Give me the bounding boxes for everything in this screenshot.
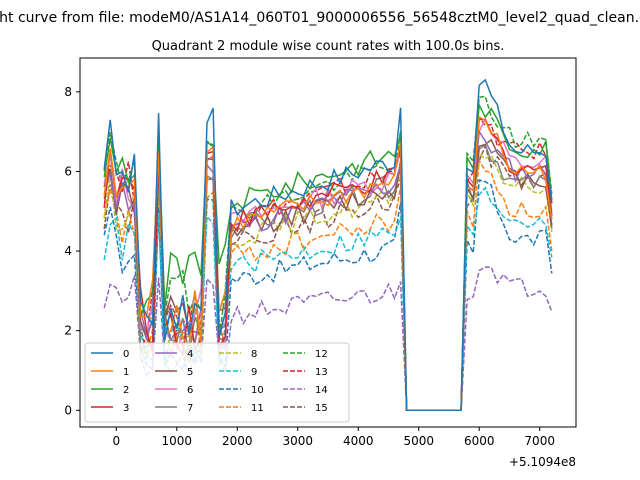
x-axis: 0 1000 2000 3000 4000 5000 6000 7000	[112, 427, 555, 448]
legend-label-2: 2	[123, 385, 129, 396]
x-tick-label: 0	[112, 434, 120, 448]
x-tick-label: 4000	[343, 434, 374, 448]
legend-label-9: 9	[251, 367, 257, 378]
x-tick-label: 7000	[524, 434, 555, 448]
y-tick-label: 4	[64, 244, 72, 258]
legend-label-15: 15	[315, 403, 328, 414]
legend-label-10: 10	[251, 385, 264, 396]
y-tick-label: 6	[64, 164, 72, 178]
series-line-11	[103, 158, 553, 412]
x-offset-label: +5.1094e8	[509, 455, 576, 469]
y-tick-label: 0	[64, 403, 72, 417]
series-line-0	[103, 78, 553, 412]
legend-label-13: 13	[315, 367, 328, 378]
y-axis: 0 2 4 6 8	[64, 85, 80, 417]
legend-label-8: 8	[251, 349, 257, 360]
series-line-2	[103, 102, 553, 412]
legend-label-12: 12	[315, 349, 328, 360]
plot-lines	[103, 78, 553, 412]
legend-box	[84, 342, 350, 423]
legend-label-5: 5	[187, 367, 193, 378]
x-tick-label: 3000	[282, 434, 313, 448]
legend-label-4: 4	[187, 349, 193, 360]
x-tick-label: 6000	[464, 434, 495, 448]
series-line-9	[103, 186, 553, 412]
legend-label-1: 1	[123, 367, 129, 378]
series-line-4	[104, 129, 553, 412]
figure-suptitle: Light curve from file: modeM0/AS1A14_060…	[0, 10, 640, 26]
legend-label-6: 6	[187, 385, 193, 396]
x-tick-label: 5000	[403, 434, 434, 448]
legend-label-14: 14	[315, 385, 328, 396]
chart-title: Quadrant 2 module wise count rates with …	[152, 39, 505, 54]
axes-frame	[79, 57, 577, 428]
series-line-10	[103, 179, 553, 412]
y-tick-label: 8	[64, 85, 72, 99]
legend-label-11: 11	[251, 403, 264, 414]
x-tick-label: 2000	[222, 434, 253, 448]
y-tick-label: 2	[64, 324, 72, 338]
legend-label-7: 7	[187, 403, 193, 414]
x-tick-label: 1000	[162, 434, 193, 448]
legend-label-0: 0	[123, 349, 129, 360]
series-line-12	[103, 95, 553, 412]
legend-label-3: 3	[123, 403, 129, 414]
